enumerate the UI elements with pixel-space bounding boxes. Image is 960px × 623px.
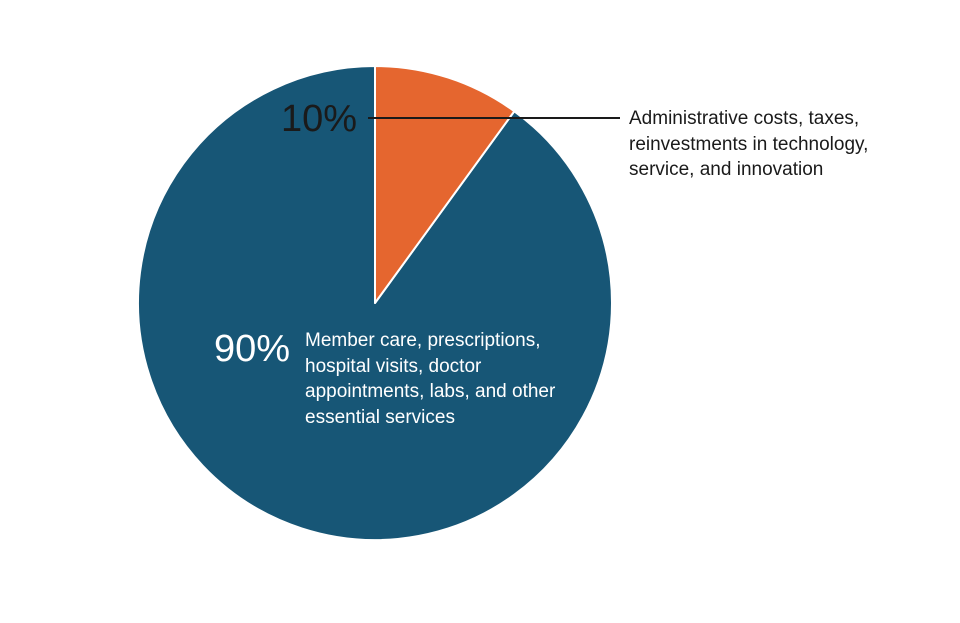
slice-label-90pct: 90% <box>214 328 290 370</box>
slice-description-10pct-line-1: Administrative costs, taxes, <box>629 108 859 129</box>
slice-description-90pct-line-1: Member care, prescriptions, <box>305 330 540 351</box>
slice-description-10pct-line-3: service, and innovation <box>629 159 823 180</box>
slice-label-10pct: 10% <box>281 98 357 140</box>
slice-description-90pct-line-2: hospital visits, doctor <box>305 356 482 377</box>
pie-slice-10pct <box>374 65 516 304</box>
pie-slices <box>137 65 613 541</box>
slice-description-10pct-line-2: reinvestments in technology, <box>629 134 868 155</box>
slice-description-90pct-line-3: appointments, labs, and other <box>305 381 556 402</box>
slice-description-90pct-line-4: essential services <box>305 407 455 428</box>
